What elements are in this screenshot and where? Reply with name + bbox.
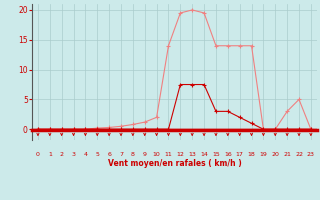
- X-axis label: Vent moyen/en rafales ( km/h ): Vent moyen/en rafales ( km/h ): [108, 159, 241, 168]
